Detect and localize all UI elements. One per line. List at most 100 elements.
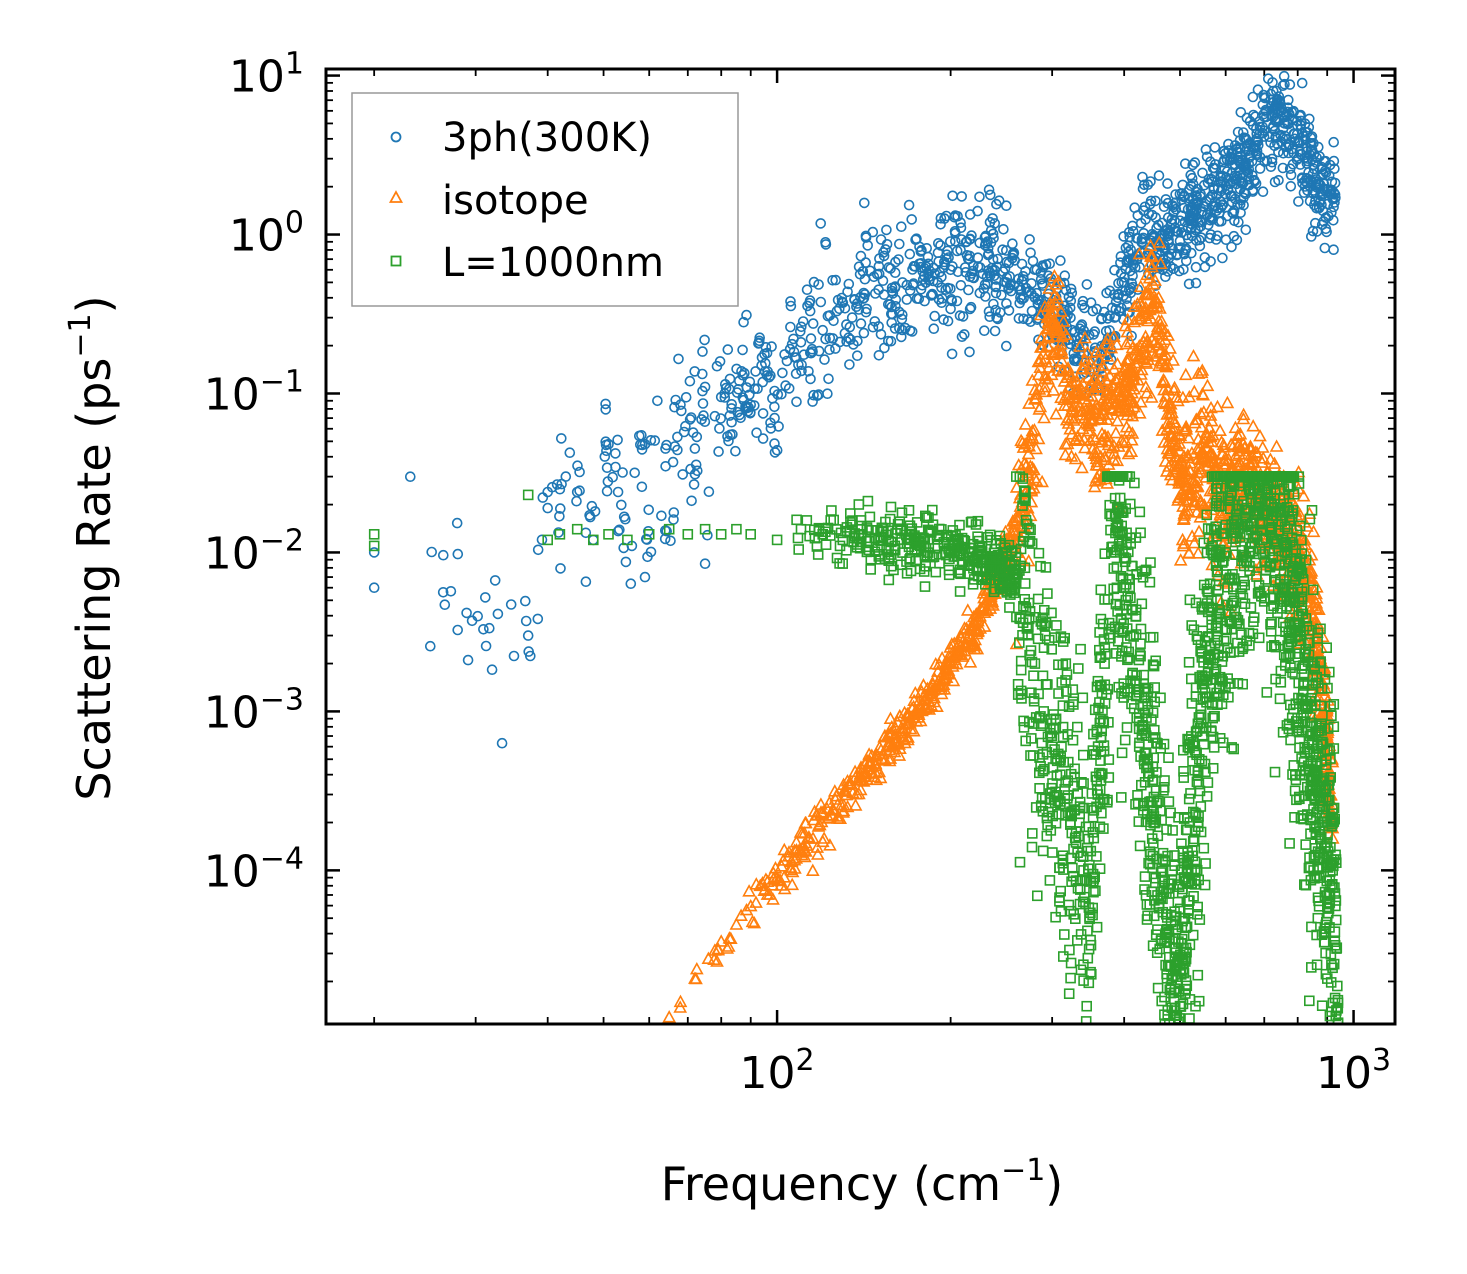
- data-point: [1116, 747, 1128, 759]
- data-point: [1142, 910, 1153, 922]
- data-point: [1021, 433, 1036, 447]
- data-point: [1238, 192, 1249, 204]
- data-point: [1051, 343, 1066, 356]
- data-point: [715, 528, 727, 540]
- data-point: [1108, 583, 1119, 595]
- data-point: [1079, 402, 1093, 416]
- data-point: [949, 212, 960, 223]
- data-point: [911, 293, 923, 304]
- data-point: [437, 586, 449, 598]
- data-point: [749, 383, 760, 395]
- data-point: [911, 233, 922, 244]
- data-point: [1328, 721, 1340, 733]
- data-point: [935, 240, 946, 251]
- data-point: [1032, 890, 1043, 902]
- data-point: [1039, 620, 1050, 631]
- data-point: [1316, 1000, 1328, 1012]
- data-point: [767, 870, 781, 884]
- data-point: [1119, 420, 1134, 433]
- data-point: [636, 444, 648, 455]
- data-point: [1185, 445, 1199, 459]
- data-point: [940, 661, 955, 674]
- data-point: [1139, 884, 1150, 895]
- data-point: [831, 552, 843, 564]
- data-point: [1037, 749, 1049, 760]
- data-point: [1095, 426, 1109, 440]
- data-point: [1306, 524, 1321, 538]
- data-point: [983, 306, 995, 317]
- data-point: [804, 530, 815, 542]
- data-point: [1308, 595, 1323, 608]
- data-point: [1015, 685, 1027, 697]
- data-point: [1196, 755, 1208, 767]
- data-point: [1080, 345, 1095, 358]
- data-point: [1274, 693, 1286, 705]
- data-point: [1065, 399, 1080, 413]
- data-point: [1120, 324, 1135, 338]
- data-point: [1180, 988, 1191, 999]
- data-point: [1055, 255, 1066, 266]
- data-point: [939, 670, 954, 684]
- data-point: [1153, 170, 1165, 181]
- data-point: [660, 460, 671, 472]
- data-point: [1088, 873, 1100, 884]
- data-point: [1218, 146, 1229, 157]
- data-point: [1135, 217, 1147, 229]
- data-point: [555, 433, 567, 444]
- data-point: [1171, 971, 1182, 983]
- data-point: [1031, 264, 1043, 275]
- data-point: [1016, 440, 1031, 453]
- data-point: [1204, 400, 1218, 414]
- data-point: [1129, 342, 1144, 356]
- data-point: [615, 499, 627, 511]
- data-point: [1190, 190, 1202, 201]
- data-point: [883, 535, 895, 547]
- data-point: [1226, 439, 1240, 452]
- data-point: [1069, 383, 1084, 396]
- data-point: [853, 304, 865, 315]
- data-point: [564, 447, 576, 459]
- data-point: [1191, 366, 1206, 379]
- data-point: [1207, 214, 1219, 225]
- data-point: [672, 444, 683, 456]
- data-point: [726, 398, 738, 410]
- data-point: [1145, 296, 1160, 310]
- data-point: [760, 874, 775, 888]
- data-point: [759, 348, 770, 360]
- data-point: [1050, 911, 1061, 923]
- data-point: [699, 416, 711, 428]
- data-point: [1031, 431, 1046, 445]
- data-point: [1223, 145, 1234, 156]
- data-point: [765, 423, 777, 434]
- data-point: [896, 729, 910, 742]
- data-point: [424, 640, 436, 652]
- data-point: [1021, 286, 1032, 298]
- data-point: [1067, 734, 1079, 746]
- data-point: [1068, 451, 1083, 465]
- data-point: [869, 532, 881, 544]
- data-point: [769, 438, 780, 449]
- data-point: [1284, 838, 1295, 849]
- data-point: [1151, 313, 1166, 327]
- data-point: [1147, 659, 1159, 671]
- data-point: [867, 226, 879, 238]
- data-point: [1029, 441, 1043, 455]
- data-point: [936, 297, 947, 309]
- data-point: [814, 797, 828, 810]
- data-point: [602, 476, 614, 487]
- data-point: [1007, 512, 1022, 526]
- data-point: [1081, 379, 1096, 393]
- data-point: [1241, 112, 1253, 124]
- data-point: [955, 217, 966, 228]
- data-point: [1283, 718, 1295, 730]
- data-point: [1207, 189, 1218, 201]
- data-point: [1041, 321, 1056, 334]
- data-point: [1104, 310, 1115, 322]
- data-point: [713, 446, 724, 457]
- data-point: [522, 489, 534, 501]
- data-point: [1144, 198, 1156, 210]
- data-point: [1192, 524, 1206, 537]
- data-point: [1025, 373, 1040, 386]
- data-point: [662, 1010, 677, 1023]
- data-point: [1194, 785, 1206, 797]
